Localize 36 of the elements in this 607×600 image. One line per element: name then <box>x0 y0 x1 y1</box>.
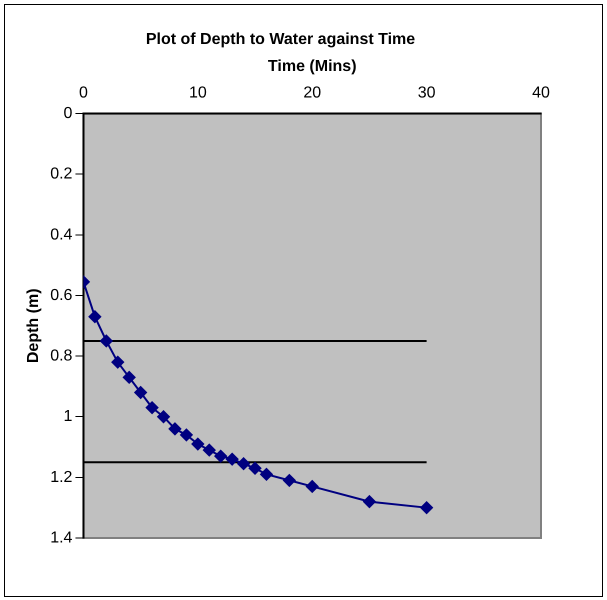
point <box>180 428 193 442</box>
point <box>191 438 204 451</box>
point <box>146 401 159 414</box>
point <box>226 452 239 466</box>
point <box>111 356 124 369</box>
point <box>420 501 434 514</box>
point <box>282 474 296 487</box>
y-tick-label: 1 <box>64 408 73 426</box>
x-tick-label: 40 <box>532 84 550 102</box>
point <box>202 444 216 457</box>
point <box>100 334 113 348</box>
point <box>134 386 148 399</box>
x-tick-label: 20 <box>303 84 322 102</box>
point <box>214 450 228 463</box>
y-tick-label: 0.8 <box>50 348 73 365</box>
point <box>157 410 170 424</box>
y-tick-label: 0 <box>64 105 73 122</box>
point <box>122 370 136 384</box>
chart-title: Plot of Depth to Water against Time <box>146 31 416 48</box>
x-axis-title: Time (Mins) <box>268 58 357 76</box>
y-tick-label: 0.2 <box>50 166 73 183</box>
y-tick-label: 1.4 <box>50 529 73 546</box>
y-axis-title: Depth (m) <box>25 288 42 364</box>
x-tick-label: 10 <box>188 84 207 102</box>
y-tick-label: 0.6 <box>50 286 73 304</box>
x-tick-label: 0 <box>78 84 88 102</box>
point <box>248 462 262 475</box>
point <box>88 310 102 324</box>
y-tick-label: 1.2 <box>50 468 73 486</box>
point <box>306 480 319 493</box>
x-tick-label: 30 <box>418 84 436 102</box>
point <box>260 468 273 481</box>
point <box>362 495 376 508</box>
y-tick-label: 0.4 <box>50 226 73 244</box>
point <box>168 422 182 436</box>
point <box>237 457 250 470</box>
